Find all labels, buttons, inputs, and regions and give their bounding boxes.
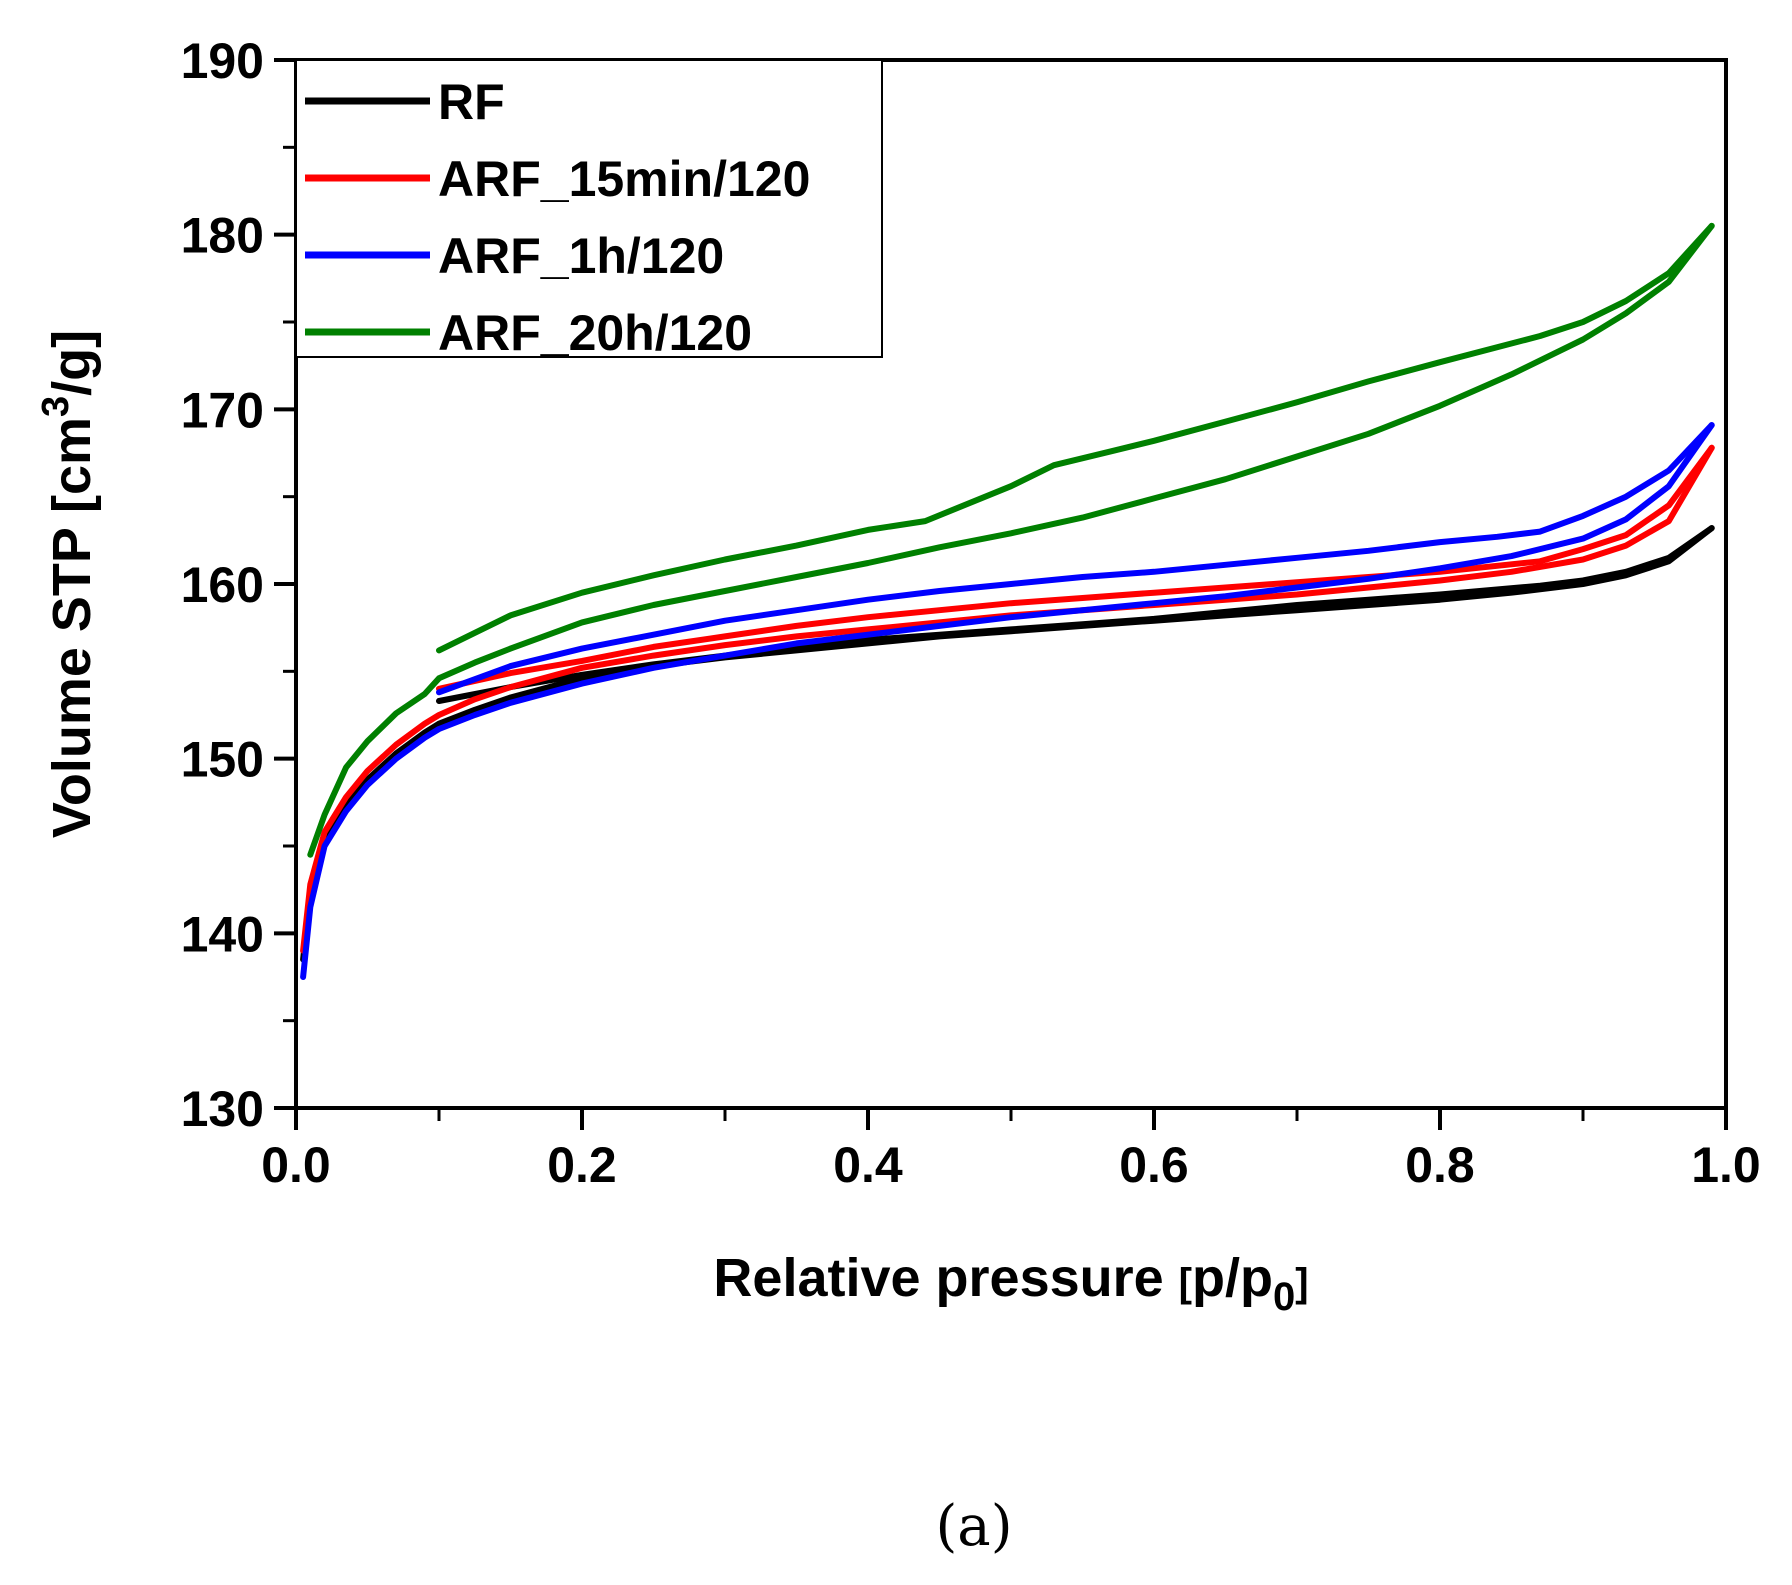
x-axis: 0.0 0.2 0.4 0.6 0.8 1.0 xyxy=(261,1108,1761,1193)
series-line-1-desorption xyxy=(436,444,1715,692)
series-line-3-adsorption xyxy=(307,222,1715,858)
legend-entry: ARF_1h/120 xyxy=(438,228,724,284)
series-line-1-adsorption xyxy=(300,444,1715,954)
x-axis-label: Relative pressure [p/p0] xyxy=(713,1248,1308,1319)
legend-entry: RF xyxy=(438,74,505,130)
plot-lines xyxy=(300,222,1715,980)
y-tick-label: 140 xyxy=(181,906,264,962)
x-tick-label: 0.4 xyxy=(833,1137,903,1193)
legend-box xyxy=(295,59,883,358)
x-tick-label: 0.2 xyxy=(547,1137,617,1193)
x-tick-label: 0.6 xyxy=(1119,1137,1189,1193)
series-line-0-adsorption xyxy=(300,525,1715,963)
y-tick-label: 190 xyxy=(181,33,264,89)
series-line-2-desorption xyxy=(436,422,1715,696)
y-axis: 130 140 150 160 170 180 190 xyxy=(181,33,296,1137)
x-tick-label: 0.8 xyxy=(1405,1137,1475,1193)
series-line-2-adsorption xyxy=(300,422,1715,980)
y-tick-label: 150 xyxy=(181,732,264,788)
legend-entry: ARF_15min/120 xyxy=(438,151,810,207)
y-tick-label: 160 xyxy=(181,557,264,613)
y-tick-label: 130 xyxy=(181,1081,264,1137)
y-tick-label: 180 xyxy=(181,208,264,264)
y-axis-label: Volume STP [cm3/g] xyxy=(35,330,102,838)
x-tick-label: 1.0 xyxy=(1691,1137,1761,1193)
x-tick-label: 0.0 xyxy=(261,1137,331,1193)
legend-entry: ARF_20h/120 xyxy=(438,305,752,361)
series-line-3-desorption xyxy=(436,222,1715,654)
legend: RF ARF_15min/120 ARF_1h/120 ARF_20h/120 xyxy=(295,59,883,361)
figure-caption: (a) xyxy=(935,1494,1012,1559)
y-tick-label: 170 xyxy=(181,382,264,438)
